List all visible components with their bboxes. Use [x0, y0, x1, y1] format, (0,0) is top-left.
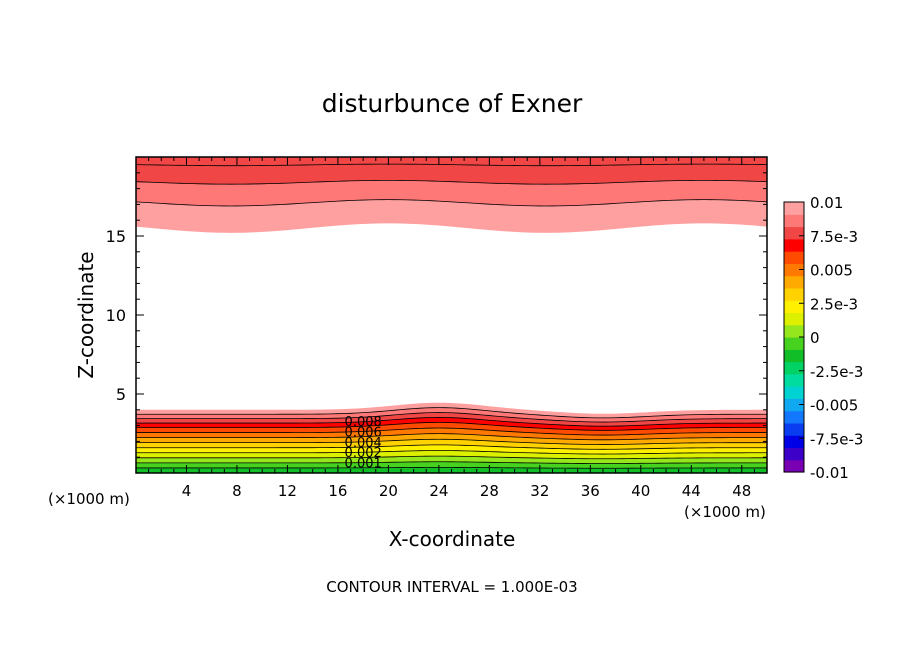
colorbar-swatch: [784, 238, 804, 252]
contour-label: 0.002: [345, 446, 382, 461]
bottom-contour-12: [136, 466, 767, 469]
colorbar-swatch: [784, 275, 804, 289]
bottom-contour-5: [136, 427, 768, 436]
bottom-contour-11: [136, 461, 767, 464]
colorbar-label: -0.01: [810, 464, 849, 482]
colorbar-label: -0.005: [810, 397, 858, 415]
x-axis: 4 8 12 16 20 24 28 32 36 40 44 48: [148, 157, 755, 500]
colorbar-label: 0.005: [810, 262, 853, 280]
y-tick-label: 5: [116, 385, 126, 404]
contour-fill-area: [136, 157, 767, 473]
x-axis-label: X-coordinate: [389, 527, 516, 551]
x-tick-label: 40: [631, 482, 650, 500]
colorbar-swatch: [784, 422, 804, 436]
x-tick-label: 4: [182, 482, 192, 500]
bottom-contour-6: [136, 433, 767, 441]
colorbar-swatch: [784, 398, 804, 412]
contour-label: 0.001: [345, 457, 382, 472]
x-tick-label: 24: [429, 482, 448, 500]
x-tick-label: 48: [732, 482, 751, 500]
x-unit-right: (×1000 m): [684, 503, 766, 521]
chart-title: disturbunce of Exner: [322, 89, 583, 118]
colorbar-label: 0.01: [810, 194, 843, 212]
x-tick-label: 32: [530, 482, 549, 500]
bottom-contour-7: [136, 438, 767, 445]
contour-label: 0.004: [345, 436, 382, 451]
colorbar-swatch: [784, 300, 804, 314]
colorbar-swatch: [784, 202, 804, 215]
x-tick-label: 44: [682, 482, 701, 500]
top-contour-3: [135, 163, 768, 167]
colorbar-swatch: [784, 349, 804, 363]
bottom-contour-10: [136, 455, 767, 460]
colorbar-swatch: [784, 287, 804, 301]
y-tick-label: 10: [106, 306, 126, 325]
bottom-contour-3: [136, 417, 767, 427]
top-contour-2: [135, 179, 768, 185]
y-tick-label: 15: [106, 227, 126, 246]
x-tick-label: 12: [278, 482, 297, 500]
bottom-contour-9: [136, 450, 767, 455]
colorbar-label: -7.5e-3: [810, 430, 863, 448]
contour-lines: [135, 163, 768, 469]
contour-interval-note: CONTOUR INTERVAL = 1.000E-03: [326, 578, 577, 596]
top-band-3: [136, 157, 767, 166]
contour-label: 0.006: [345, 425, 382, 440]
colorbar-swatch: [784, 312, 804, 326]
colorbar-label: 0: [810, 329, 820, 347]
top-contour-1: [135, 199, 768, 207]
colorbar-label: 2.5e-3: [810, 295, 858, 313]
y-axis: 5 10 15: [106, 172, 767, 458]
bottom-contour-2: [136, 412, 767, 423]
colorbar-swatch: [784, 386, 804, 399]
bottom-contour-4: [136, 421, 767, 431]
x-tick-label: 8: [232, 482, 242, 500]
x-unit-left: (×1000 m): [48, 490, 130, 508]
colorbar-label: 7.5e-3: [810, 228, 858, 246]
x-tick-label: 28: [480, 482, 499, 500]
colorbar-swatch: [784, 459, 804, 473]
y-axis-label: Z-coordinate: [74, 251, 98, 378]
colorbar-swatch: [784, 324, 804, 338]
colorbar-swatch: [784, 337, 804, 350]
colorbar-swatch: [784, 263, 804, 277]
bottom-contour-1: [136, 407, 767, 419]
colorbar-swatch: [784, 251, 804, 264]
colorbar-swatch: [784, 373, 804, 387]
contour-label: 0.008: [345, 415, 382, 430]
colorbar-swatch: [784, 447, 804, 461]
colorbar-label: -2.5e-3: [810, 363, 863, 381]
x-tick-label: 16: [328, 482, 347, 500]
colorbar: [783, 201, 805, 473]
x-tick-label: 20: [379, 482, 398, 500]
colorbar-swatch: [784, 435, 804, 449]
colorbar-swatch: [784, 214, 804, 228]
colorbar-swatch: [784, 361, 804, 375]
x-tick-label: 36: [581, 482, 600, 500]
colorbar-labels: 0.01 7.5e-3 0.005 2.5e-3 0 -2.5e-3 -0.005 -7.5e…: [810, 194, 863, 482]
colorbar-swatch: [784, 226, 804, 240]
bottom-contour-8: [136, 444, 767, 450]
colorbar-swatch: [784, 410, 804, 424]
